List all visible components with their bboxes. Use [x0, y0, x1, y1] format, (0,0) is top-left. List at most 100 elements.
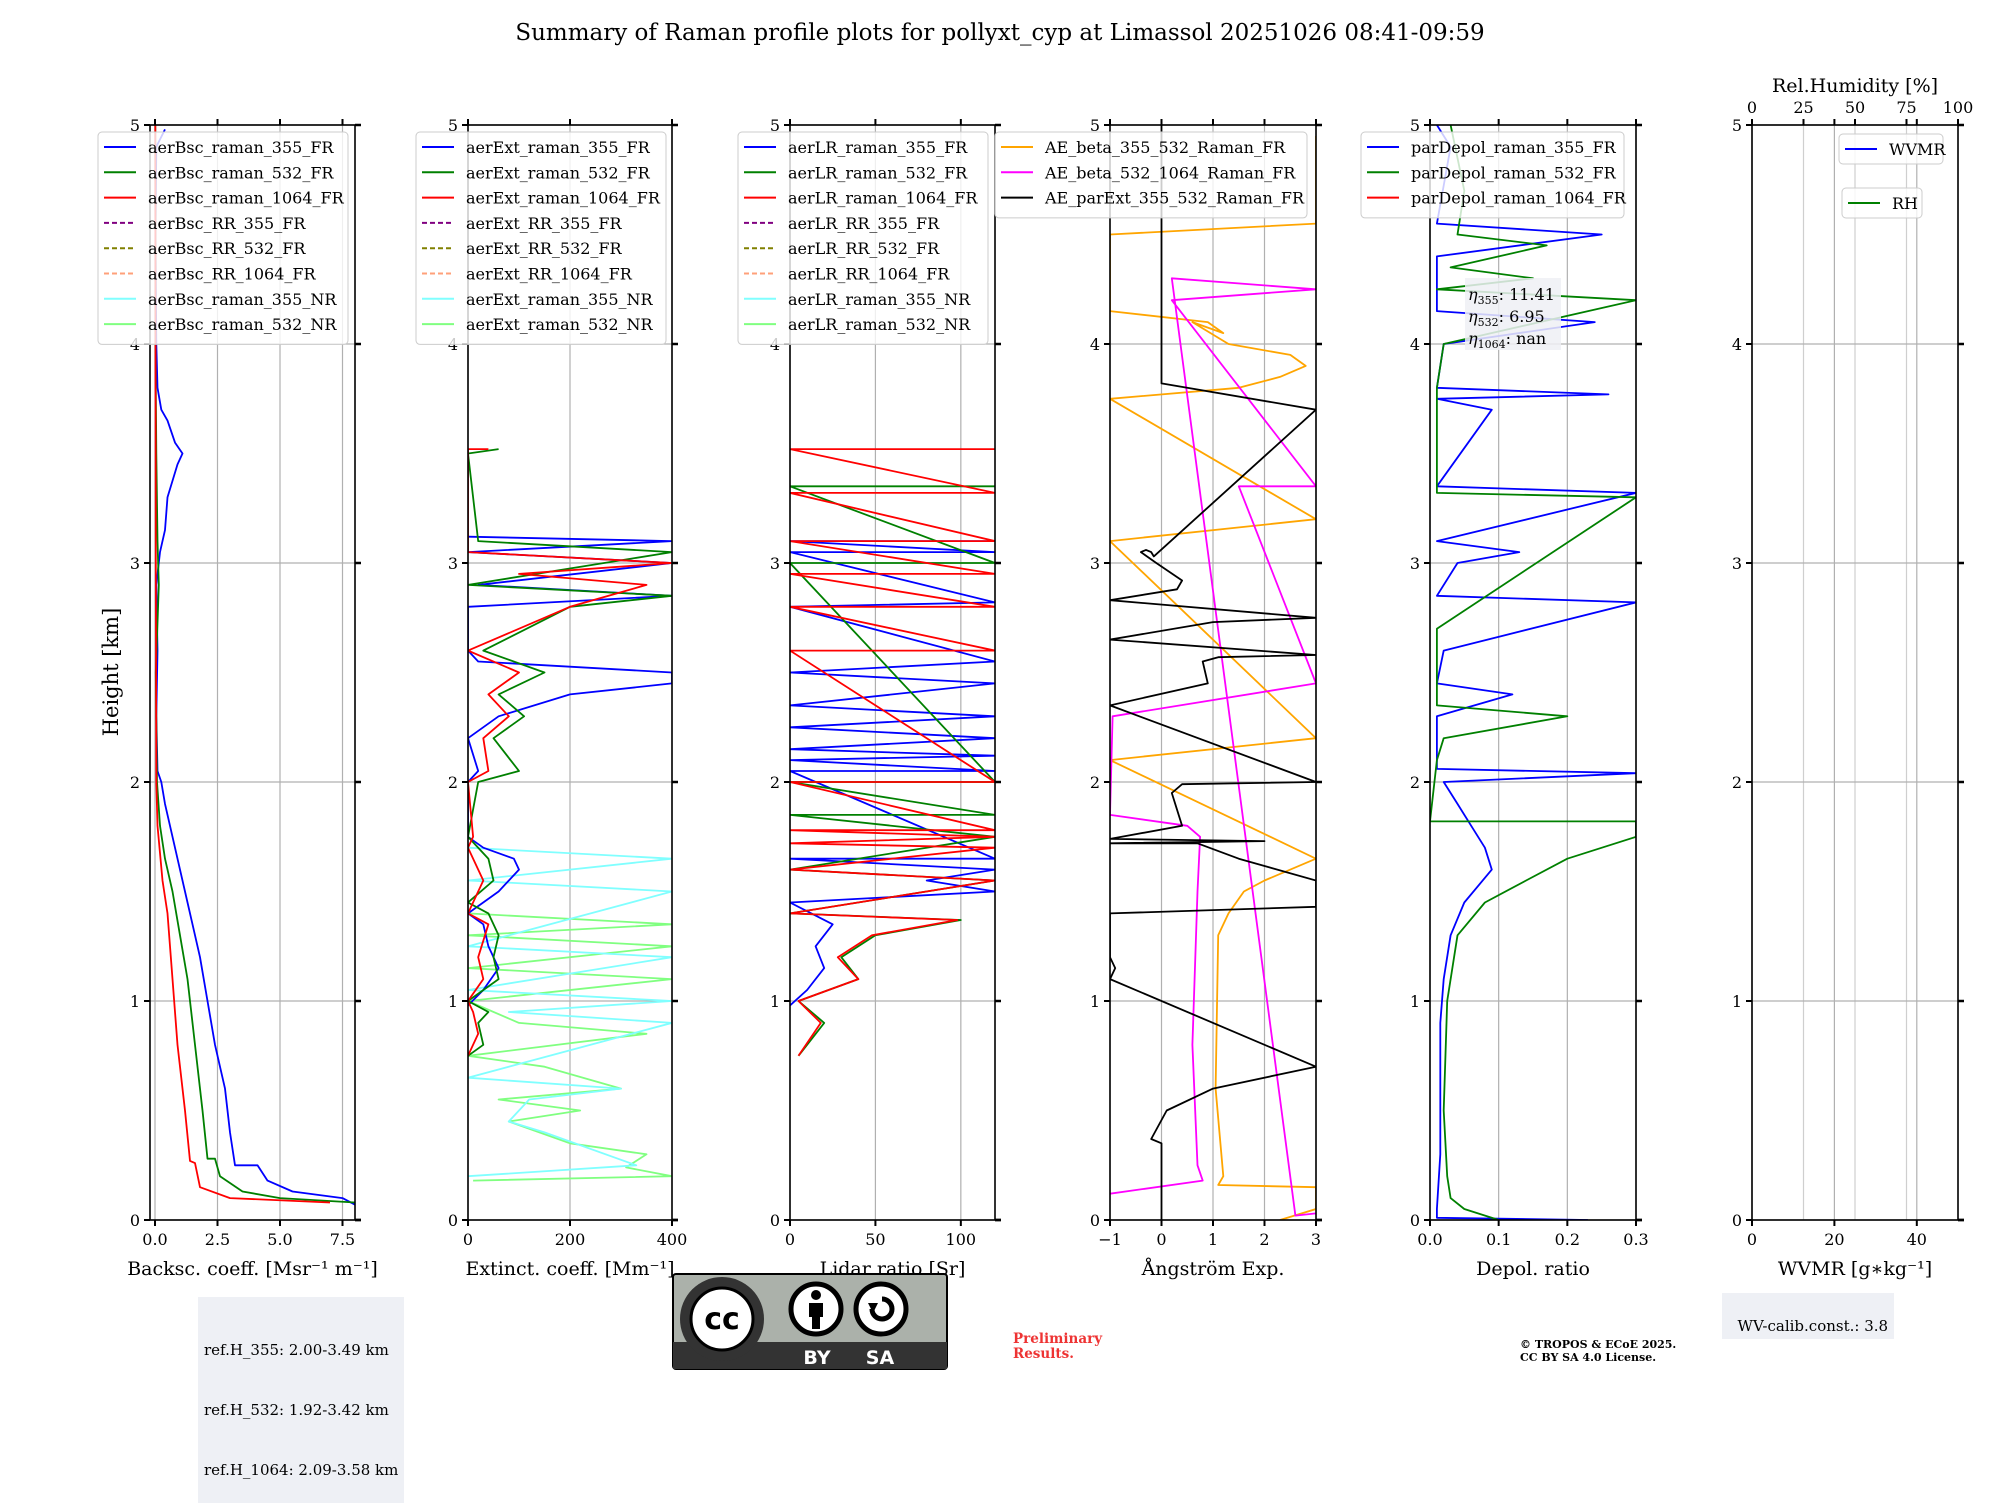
eta-box	[1465, 278, 1561, 350]
legend-entry-aerExt_RR_355_FR: aerExt_RR_355_FR	[466, 214, 623, 233]
legend: WVMR RH	[1838, 133, 1946, 219]
legend-entry-aerLR_raman_532_NR: aerLR_raman_532_NR	[788, 315, 971, 334]
y-tick-label: 1	[130, 992, 140, 1011]
legend-entry-aerExt_raman_355_NR: aerExt_raman_355_NR	[466, 290, 654, 309]
series-group	[1110, 125, 1316, 1220]
x-tick-label: −1	[1098, 1230, 1122, 1249]
by-label: BY	[803, 1347, 830, 1369]
legend-entry-aerExt_raman_355_FR: aerExt_raman_355_FR	[466, 138, 651, 157]
y-tick-label: 0	[1410, 1211, 1420, 1230]
legend-entry-aerExt_RR_532_FR: aerExt_RR_532_FR	[466, 239, 623, 258]
y-tick-label: 1	[1090, 992, 1100, 1011]
y-tick-label: 2	[1410, 773, 1420, 792]
x-tick-label: 0.2	[1555, 1230, 1580, 1249]
y-tick-label: 2	[130, 773, 140, 792]
legend-box	[1841, 187, 1923, 219]
y-tick-label: 5	[130, 116, 140, 135]
legend-entry-aerExt_raman_532_FR: aerExt_raman_532_FR	[466, 163, 651, 182]
y-tick-label: 5	[448, 116, 458, 135]
x-tick-label: 3	[1311, 1230, 1321, 1249]
y-tick-label: 2	[448, 773, 458, 792]
y-tick-label: 0	[1732, 1211, 1742, 1230]
y-axis-label: Height [km]	[99, 608, 123, 737]
eta-line-355: η355: 11.41	[1468, 285, 1555, 307]
legend-box	[994, 131, 1308, 219]
top-x-tick-label: 75	[1896, 98, 1916, 117]
legend-entry-aerLR_RR_355_FR: aerLR_RR_355_FR	[788, 214, 940, 233]
x-tick-label: 2	[1259, 1230, 1269, 1249]
legend-entry-aerExt_raman_532_NR: aerExt_raman_532_NR	[466, 315, 654, 334]
eta-line-1064: η1064: nan	[1468, 329, 1546, 351]
legend-entry-aerBsc_raman_532_FR: aerBsc_raman_532_FR	[148, 163, 334, 182]
legend-entry-parDepol_raman_355_FR: parDepol_raman_355_FR	[1411, 138, 1617, 157]
x-axis-label: Extinct. coeff. [Mm⁻¹]	[465, 1258, 674, 1280]
axes-frame	[789, 124, 996, 1221]
ref-height-532: ref.H_532: 1.92-3.42 km	[204, 1401, 389, 1419]
ref-height-355: ref.H_355: 2.00-3.49 km	[204, 1341, 389, 1359]
series-line-aerLR_raman_355_FR	[790, 540, 995, 1007]
x-tick-label: 2.5	[205, 1230, 230, 1249]
legend-box	[1838, 133, 1944, 165]
panel-depolarization: 0 1 2 3 4 5 0.0 0.1 0.2 0.3 Depol. ratio parDepol_r…	[1360, 116, 1649, 1280]
y-tick-label: 0	[770, 1211, 780, 1230]
x-axis-label: Ångström Exp.	[1141, 1258, 1285, 1280]
series-group	[468, 448, 672, 1182]
y-tick-label: 1	[1410, 992, 1420, 1011]
series-line-AE_parExt_355_532_Raman_FR	[1110, 125, 1316, 1220]
series-line-aerExt_raman_1064_FR	[468, 448, 672, 1057]
x-tick-label: 40	[1907, 1230, 1927, 1249]
x-tick-label: 0	[1747, 1230, 1757, 1249]
x-axis-label: Depol. ratio	[1476, 1258, 1590, 1280]
legend-entry-aerBsc_raman_355_FR: aerBsc_raman_355_FR	[148, 138, 334, 157]
legend-entry-aerExt_raman_1064_FR: aerExt_raman_1064_FR	[466, 189, 661, 208]
legend-entry-aerLR_raman_532_FR: aerLR_raman_532_FR	[788, 163, 968, 182]
y-tick-label: 3	[448, 554, 458, 573]
y-tick-label: 3	[770, 554, 780, 573]
legend-entry-aerLR_raman_355_NR: aerLR_raman_355_NR	[788, 290, 971, 309]
wv-calib-box: WV-calib.const.: 3.8	[1722, 1293, 1895, 1339]
legend-entry-aerBsc_raman_532_NR: aerBsc_raman_532_NR	[148, 315, 337, 334]
y-tick-label: 2	[770, 773, 780, 792]
x-tick-label: 0	[1156, 1230, 1166, 1249]
figure-canvas: 0 1 2 3 4 5 0.0 2.5 5.0 7.5 Backsc. coeff. [Msr⁻¹ …	[97, 75, 1973, 1280]
top-x-tick-label: 50	[1845, 98, 1865, 117]
axes-frame	[149, 124, 356, 1221]
svg-text:cc: cc	[704, 1302, 740, 1337]
x-tick-label: 100	[946, 1230, 977, 1249]
y-tick-label: 5	[1732, 116, 1742, 135]
legend: aerBsc_raman_355_FR aerBsc_raman_532_FRae…	[97, 131, 349, 345]
legend-entry-aerBsc_RR_1064_FR: aerBsc_RR_1064_FR	[148, 265, 317, 284]
preliminary-line-1: Preliminary	[1013, 1331, 1103, 1347]
x-tick-label: 0.1	[1486, 1230, 1511, 1249]
legend-entry-AE_parExt_355_532_Raman_FR: AE_parExt_355_532_Raman_FR	[1044, 189, 1305, 208]
x-tick-label: 1	[1208, 1230, 1218, 1249]
copyright-line-1: © TROPOS & ECoE 2025.	[1520, 1338, 1677, 1351]
copyright-notice: © TROPOS & ECoE 2025. CC BY SA 4.0 Licen…	[1520, 1338, 1676, 1364]
x-tick-label: 0.0	[1417, 1230, 1442, 1249]
series-group	[790, 448, 995, 1057]
cc-by-sa-badge: cc BY SA	[672, 1273, 948, 1370]
x-tick-label: 5.0	[267, 1230, 292, 1249]
legend-entry-WVMR: WVMR	[1889, 140, 1946, 159]
panel-lidar_ratio: 012345050100Lidar ratio [Sr]aerLR_raman_…	[737, 116, 1001, 1280]
preliminary-notice: Preliminary Results.	[1013, 1332, 1102, 1362]
y-tick-label: 1	[1732, 992, 1742, 1011]
y-tick-label: 4	[1732, 335, 1742, 354]
legend-entry-aerLR_raman_1064_FR: aerLR_raman_1064_FR	[788, 189, 978, 208]
legend-entry-parDepol_raman_532_FR: parDepol_raman_532_FR	[1411, 163, 1617, 182]
series-line-AE_beta_355_532_Raman_FR	[1110, 136, 1316, 1220]
top-x-tick-label: 0	[1747, 98, 1757, 117]
legend-box	[737, 131, 989, 345]
y-tick-label: 0	[130, 1211, 140, 1230]
x-tick-label: 7.5	[330, 1230, 355, 1249]
legend: AE_beta_355_532_Raman_FR AE_beta_532_1064…	[994, 131, 1308, 219]
figure-title: Summary of Raman profile plots for polly…	[515, 20, 1485, 46]
x-tick-label: 0.0	[142, 1230, 167, 1249]
series-line-aerExt_raman_355_NR	[468, 846, 672, 1178]
y-tick-label: 4	[1410, 335, 1420, 354]
series-line-aerLR_raman_1064_FR	[790, 448, 995, 1057]
y-tick-label: 1	[770, 992, 780, 1011]
sa-label: SA	[866, 1347, 895, 1369]
